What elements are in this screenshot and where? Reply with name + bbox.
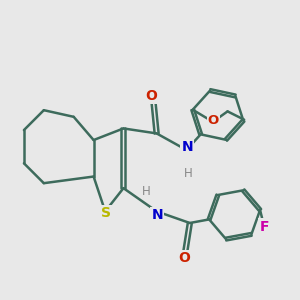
Text: O: O xyxy=(146,89,158,103)
Text: F: F xyxy=(259,220,269,234)
Text: H: H xyxy=(142,185,150,198)
Text: H: H xyxy=(184,167,193,180)
Text: O: O xyxy=(208,114,219,127)
Text: S: S xyxy=(101,206,111,220)
Text: N: N xyxy=(181,140,193,154)
Text: O: O xyxy=(178,251,190,266)
Text: N: N xyxy=(152,208,163,222)
